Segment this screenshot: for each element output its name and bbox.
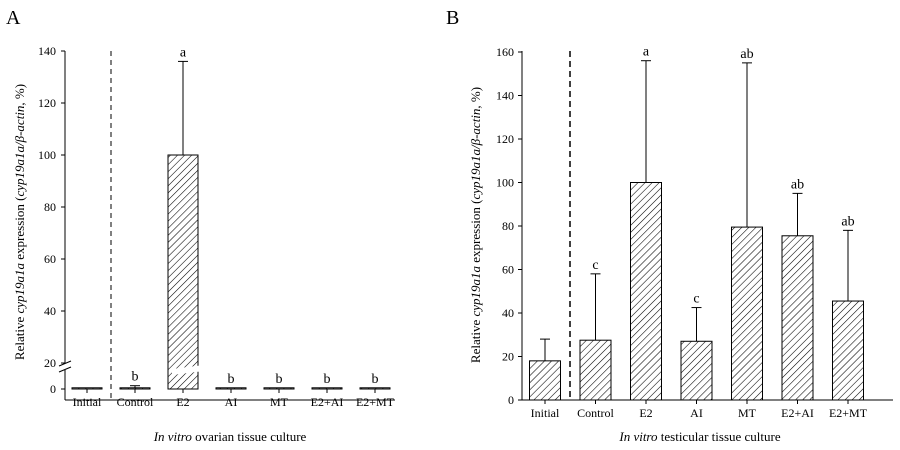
panel-a-error-bars — [130, 60, 188, 388]
x-tick-label: E2+AI — [781, 406, 814, 420]
significance-letter: b — [276, 372, 283, 387]
panel-b-x-ticks: Initial Control E2 AI MT E2+AI E2+MT — [531, 400, 868, 420]
x-tick-label: Control — [577, 406, 614, 420]
y-tick-label: 160 — [496, 45, 514, 59]
x-tick-label: AI — [225, 395, 238, 409]
x-tick-label: E2 — [639, 406, 652, 420]
significance-letter: ab — [791, 177, 804, 192]
y-tick-label: 120 — [496, 132, 514, 146]
panel-a-significance-letters: b a b b b b — [132, 45, 379, 386]
bar — [167, 154, 199, 390]
bar — [680, 340, 713, 401]
panel-a-x-ticks: Initial Control E2 AI MT E2+AI E2+MT — [73, 389, 395, 409]
bar — [529, 360, 561, 401]
y-tick-label: 100 — [38, 148, 56, 162]
x-tick-label: E2+MT — [356, 395, 395, 409]
significance-letter: ab — [740, 47, 753, 62]
x-tick-label: E2+MT — [829, 406, 868, 420]
bar — [781, 235, 814, 401]
bar — [630, 182, 662, 401]
bar — [731, 226, 763, 401]
y-tick-label: 40 — [502, 306, 514, 320]
panel-b-error-bars — [540, 60, 853, 361]
significance-letter: ab — [841, 214, 854, 229]
x-tick-label: E2+AI — [311, 395, 344, 409]
panel-b-label: B — [446, 7, 459, 29]
y-tick-label: 0 — [508, 393, 514, 407]
y-tick-label: 140 — [38, 44, 56, 58]
panel-a-y-axis-label: Relative cyp19a1a expression (cyp19a1a/β… — [12, 84, 27, 360]
bar — [832, 300, 864, 401]
bar — [311, 387, 343, 390]
bar — [215, 387, 247, 390]
y-tick-label: 120 — [38, 96, 56, 110]
panel-b: B c a c ab ab ab 0 20 40 60 80 100 120 140 160 Initia… — [446, 7, 893, 444]
x-tick-label: AI — [690, 406, 703, 420]
significance-letter: c — [693, 292, 699, 307]
panel-b-y-ticks: 0 20 40 60 80 100 120 140 160 — [496, 45, 522, 407]
x-tick-label: E2 — [176, 395, 189, 409]
x-tick-label: Initial — [73, 395, 102, 409]
x-tick-label: MT — [738, 406, 757, 420]
significance-letter: b — [132, 370, 139, 385]
bar — [119, 387, 151, 390]
panel-a-y-ticks: 0 20 40 60 80 100 120 140 — [38, 44, 65, 396]
y-tick-label: 80 — [502, 219, 514, 233]
y-tick-label: 140 — [496, 89, 514, 103]
panel-a-axes — [58, 51, 395, 401]
panel-b-y-axis-label: Relative cyp19a1a expression (cyp19a1a/β… — [468, 87, 483, 363]
panel-b-significance-letters: c a c ab ab ab — [592, 45, 854, 307]
y-tick-label: 40 — [44, 304, 56, 318]
panel-a-x-axis-label: In vitro ovarian tissue culture — [153, 429, 307, 444]
panel-a: A b a b b b b 0 20 40 60 80 100 120 140 Initial Contr… — [6, 7, 395, 444]
y-tick-label: 60 — [502, 263, 514, 277]
significance-letter: a — [643, 45, 650, 60]
panel-a-bars — [71, 154, 391, 390]
significance-letter: b — [372, 372, 379, 387]
panel-b-x-axis-label: In vitro testicular tissue culture — [618, 429, 780, 444]
bar — [263, 387, 295, 390]
y-tick-label: 60 — [44, 252, 56, 266]
x-tick-label: MT — [270, 395, 289, 409]
x-tick-label: Initial — [531, 406, 560, 420]
bar-break-gap — [172, 365, 204, 375]
y-tick-label: 100 — [496, 176, 514, 190]
significance-letter: b — [228, 372, 235, 387]
significance-letter: c — [592, 258, 598, 273]
y-tick-label: 20 — [44, 356, 56, 370]
y-tick-label: 20 — [502, 350, 514, 364]
significance-letter: a — [180, 45, 187, 60]
bar — [359, 387, 391, 390]
y-tick-label: 80 — [44, 200, 56, 214]
significance-letter: b — [324, 372, 331, 387]
bar — [579, 339, 612, 401]
y-tick-label: 0 — [50, 382, 56, 396]
panel-a-label: A — [6, 7, 21, 29]
bar — [71, 387, 103, 390]
x-tick-label: Control — [117, 395, 154, 409]
panel-a-axis-break-mark — [58, 366, 72, 373]
